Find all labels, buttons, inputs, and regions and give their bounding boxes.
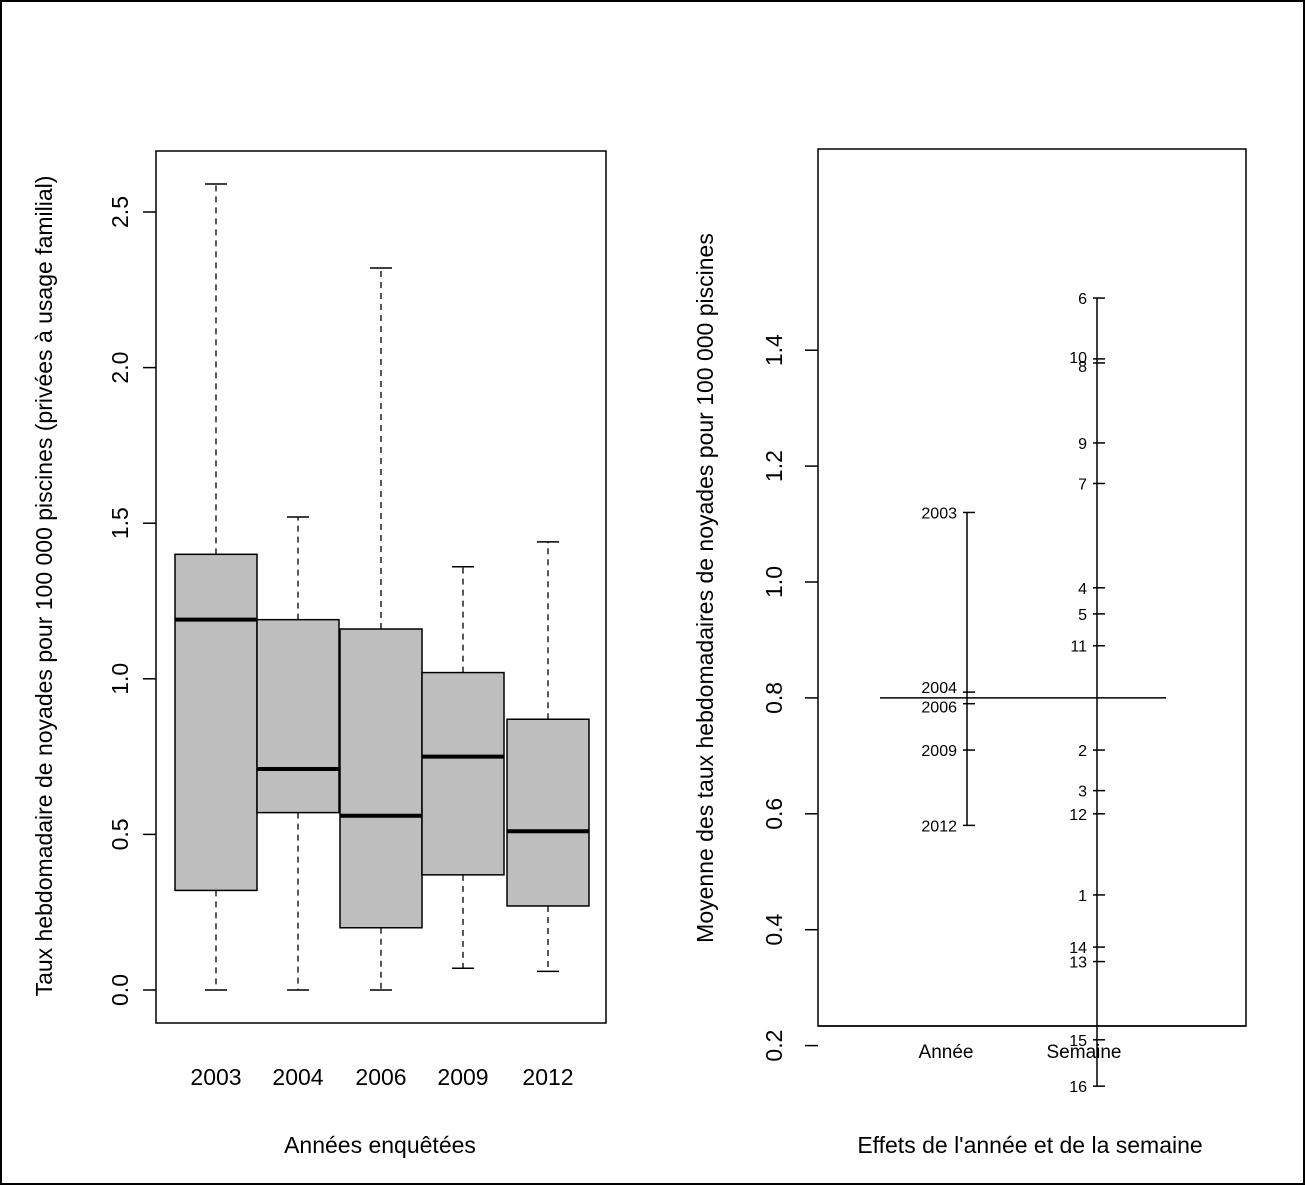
level-label: 15 — [1069, 1033, 1087, 1050]
level-label: 6 — [1078, 291, 1087, 308]
box-iqr — [421, 671, 505, 876]
box-2012 — [506, 541, 590, 973]
level-label: 12 — [1069, 807, 1087, 824]
boxplot-y-tick-label: 0.0 — [107, 974, 133, 1006]
design-plot-y-tick-label: 0.8 — [761, 682, 787, 714]
boxplot-y-tick-label: 1.5 — [107, 507, 133, 539]
box-iqr — [506, 718, 590, 907]
level-label: 13 — [1069, 955, 1087, 972]
boxplot-panel: 0.00.51.01.52.02.5 2003 2004 2006 2009 2012 … — [31, 150, 607, 1158]
design-plot-x-tick-label: Semaine — [1047, 1042, 1122, 1063]
level-label: 14 — [1069, 940, 1087, 957]
design-plot-y-tick-label: 1.0 — [761, 566, 787, 598]
design-plot-y-axis: 0.2 0.4 0.6 0.8 1.0 1.2 1.4 — [761, 334, 818, 1062]
boxplot-plot-frame — [155, 150, 607, 1024]
level-label: 4 — [1078, 581, 1087, 598]
boxplot-y-tick-label: 0.5 — [107, 818, 133, 850]
design-plot-y-tick-label: 1.4 — [761, 334, 787, 366]
box-iqr — [256, 618, 340, 814]
level-label: 2009 — [921, 743, 957, 760]
box-iqr — [174, 553, 258, 892]
level-label: 2004 — [921, 680, 957, 697]
boxplot-x-tick-label: 2012 — [522, 1064, 573, 1090]
design-plot-y-tick-label: 0.2 — [761, 1030, 787, 1062]
boxplot-boxes — [174, 183, 590, 991]
level-label: 11 — [1070, 639, 1087, 656]
design-plot-y-tick-label: 0.4 — [761, 914, 787, 946]
box-2009 — [421, 566, 505, 969]
design-plot-y-tick-label: 0.6 — [761, 798, 787, 830]
level-label: 2006 — [921, 700, 957, 717]
design-plot-groups: 2003200420062009201261089745112312114131… — [921, 291, 1105, 1096]
boxplot-y-tick-label: 2.5 — [107, 196, 133, 228]
box-2003 — [174, 183, 258, 991]
boxplot-x-axis-title: Années enquêtées — [284, 1132, 476, 1158]
boxplot-y-tick-label: 2.0 — [107, 352, 133, 384]
design-plot-x-axis-title: Effets de l'année et de la semaine — [857, 1132, 1202, 1158]
design-plot-panel: 0.20.40.60.81.01.21.4 200320042006200920… — [692, 148, 1247, 1158]
boxplot-x-tick-label: 2003 — [190, 1064, 241, 1090]
box-2004 — [256, 516, 340, 991]
boxplot-y-tick-label: 1.0 — [107, 663, 133, 695]
level-label: 1 — [1078, 888, 1087, 905]
box-2006 — [339, 267, 423, 991]
design-plot-y-axis-title: Moyenne des taux hebdomadaires de noyade… — [692, 233, 718, 943]
level-label: 2012 — [921, 818, 957, 835]
level-label: 3 — [1078, 784, 1087, 801]
design-plot-x-tick-label: Année — [919, 1042, 974, 1063]
level-label: 8 — [1078, 359, 1087, 376]
design-plot-y-tick-label: 1.2 — [761, 450, 787, 482]
level-label: 2 — [1078, 743, 1087, 760]
level-label: 16 — [1069, 1079, 1087, 1096]
design-plot-x-tick-labels: Année Semaine — [919, 1042, 1122, 1063]
level-label: 2003 — [921, 505, 957, 522]
group-annee: 2003 2004 2006 2009 2012 — [921, 505, 975, 835]
boxplot-y-axis-title: Taux hebdomadaire de noyades pour 100 00… — [31, 176, 57, 997]
boxplot-x-tick-labels: 2003 2004 2006 2009 2012 — [190, 1064, 573, 1090]
level-label: 7 — [1078, 476, 1087, 493]
level-label: 5 — [1078, 607, 1087, 624]
level-label: 9 — [1078, 436, 1087, 453]
boxplot-y-axis: 0.0 0.5 1.0 1.5 2.0 2.5 — [107, 196, 156, 1006]
boxplot-x-tick-label: 2009 — [437, 1064, 488, 1090]
boxplot-x-tick-label: 2004 — [272, 1064, 323, 1090]
boxplot-x-tick-label: 2006 — [355, 1064, 406, 1090]
level-label: 10 — [1069, 350, 1087, 367]
box-iqr — [339, 628, 423, 929]
